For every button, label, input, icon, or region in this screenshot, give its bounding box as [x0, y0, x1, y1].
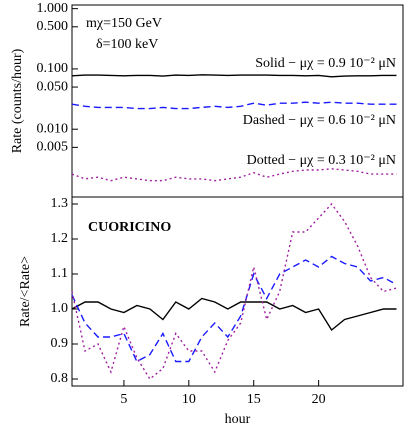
y-axis-label: Rate (counts/hour)	[10, 48, 25, 153]
y-axis-label: Rate/<Rate>	[18, 256, 33, 327]
y-tick-label: 0.8	[51, 371, 69, 386]
x-tick-label: 5	[120, 392, 127, 407]
series-line	[71, 202, 397, 381]
y-tick-label: 1.1	[51, 266, 69, 281]
series-line	[71, 101, 397, 110]
x-axis-label: hour	[225, 412, 251, 427]
y-tick-label: 0.500	[37, 19, 69, 34]
y-tick-label: 1.3	[51, 196, 69, 211]
y-tick-label: 1.0	[51, 301, 69, 316]
annotation: CUORICINO	[88, 220, 171, 235]
annotation: δ=100 keV	[96, 37, 158, 52]
x-tick-label: 15	[247, 392, 261, 407]
series-line	[71, 168, 397, 182]
annotation: Dashed − μχ = 0.6 10⁻² μN	[243, 113, 396, 128]
y-tick-label: 1.2	[51, 231, 69, 246]
y-tick-label: 0.050	[37, 79, 69, 94]
y-tick-label: 1.000	[37, 1, 69, 16]
y-tick-label: 0.100	[37, 61, 69, 76]
y-tick-label: 0.005	[37, 140, 69, 155]
annotation: Solid − μχ = 0.9 10⁻² μN	[255, 56, 396, 71]
annotation: Dotted − μχ = 0.3 10⁻² μN	[247, 153, 396, 168]
series-line	[71, 297, 397, 332]
y-tick-label: 0.9	[51, 336, 69, 351]
annotation: mχ=150 GeV	[86, 16, 162, 31]
y-tick-label: 0.010	[37, 121, 69, 136]
series-line	[71, 255, 397, 363]
x-tick-label: 10	[182, 392, 196, 407]
series-line	[71, 74, 397, 78]
x-tick-label: 20	[312, 392, 326, 407]
